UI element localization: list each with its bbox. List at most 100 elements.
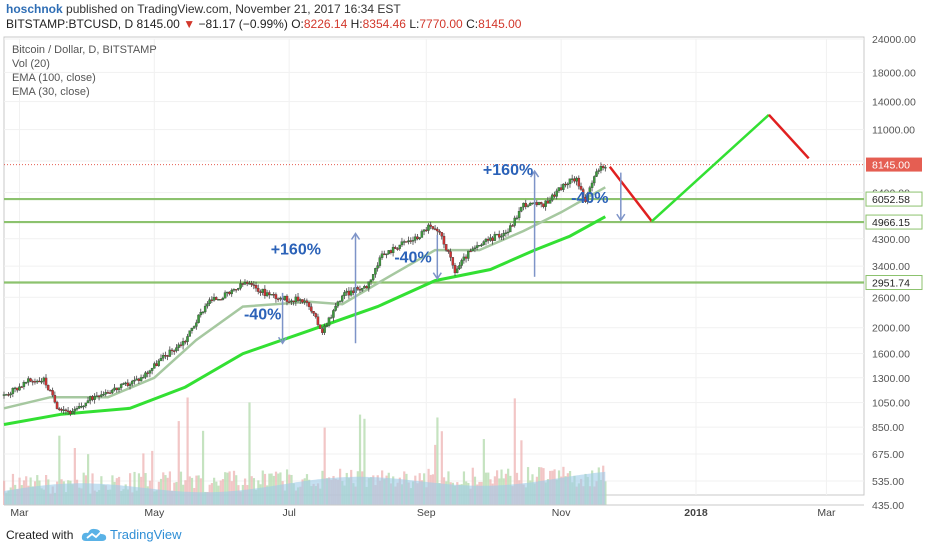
level-label-box <box>865 191 923 207</box>
candle-body <box>33 381 37 383</box>
candle-body <box>573 178 576 182</box>
candle-body <box>367 281 371 289</box>
volume-bar <box>434 444 437 505</box>
candle-body <box>130 380 134 385</box>
candle-body <box>451 257 455 266</box>
candle-body <box>544 200 547 207</box>
candle-body <box>168 349 172 357</box>
projection-rally-line[interactable] <box>650 113 770 223</box>
volume-bar <box>436 417 439 505</box>
candle-body <box>577 177 581 187</box>
candle-body <box>75 408 79 410</box>
candle-body <box>219 299 222 301</box>
candle-body <box>263 288 267 296</box>
x-tick-label: Mar <box>817 507 836 519</box>
projection-drop-line[interactable] <box>608 165 653 223</box>
symbol-label: BITSTAMP:BTCUSD, D <box>6 17 134 31</box>
candle-body <box>49 389 52 392</box>
candle-body <box>212 297 216 301</box>
candle-body <box>239 283 242 289</box>
candle-body <box>553 194 556 197</box>
candle-body <box>155 363 158 366</box>
candle-body <box>385 253 388 256</box>
ema30-line <box>3 186 606 410</box>
legend-ema100: EMA (100, close) <box>12 72 96 84</box>
level-label: 4966.15 <box>872 217 910 229</box>
price-chart[interactable]: +160% -40% -40% +160% -40% 24000.00 18000.00 1… <box>0 35 932 522</box>
candle-body <box>551 194 554 201</box>
candle-body <box>157 360 161 366</box>
candle-body <box>126 382 130 386</box>
candle-body <box>422 229 426 232</box>
volume-bar <box>513 398 516 505</box>
volume-bar <box>179 471 183 505</box>
volume-bar <box>188 476 191 505</box>
candle-body <box>296 296 300 301</box>
level-label-box <box>865 214 923 230</box>
volume-bar <box>142 453 145 505</box>
candle-body <box>9 393 12 396</box>
candle-body <box>287 301 291 303</box>
candle-body <box>188 330 191 337</box>
candle-body <box>436 228 439 232</box>
candle-body <box>298 299 302 301</box>
candle-body <box>599 166 603 171</box>
volume-bar <box>11 473 15 505</box>
candle-body <box>506 231 510 234</box>
candle-body <box>111 389 114 393</box>
candle-body <box>398 244 401 249</box>
candle-body <box>539 202 543 204</box>
candle-body <box>329 317 333 319</box>
candle-body <box>334 305 337 311</box>
projection-correction-line[interactable] <box>767 113 810 160</box>
candle-body <box>175 347 178 352</box>
y-tick-label: 2600.00 <box>872 292 910 304</box>
volume-bar <box>162 472 165 505</box>
candle-body <box>469 250 472 253</box>
candle-body <box>336 301 340 307</box>
volume-bar <box>186 397 189 505</box>
ohlc-header: BITSTAMP:BTCUSD, D 8145.00 ▼ −81.17 (−0.… <box>6 17 521 31</box>
candle-body <box>590 182 594 188</box>
candle-body <box>491 237 494 241</box>
tradingview-brand[interactable]: TradingView <box>110 527 182 542</box>
volume-bar <box>73 448 76 505</box>
y-tick-label: 1600.00 <box>872 349 910 361</box>
candle-body <box>486 238 490 241</box>
candle-body <box>378 257 382 266</box>
x-tick-label: Sep <box>417 507 436 519</box>
candle-body <box>497 233 501 238</box>
level-label: 6052.58 <box>872 194 910 206</box>
volume-ma-area <box>4 471 606 505</box>
candle-body <box>316 316 320 325</box>
candle-body <box>338 301 342 303</box>
candle-body <box>318 324 322 329</box>
candle-body <box>374 268 377 275</box>
candle-body <box>376 265 379 269</box>
candle-body <box>44 377 48 386</box>
candle-body <box>108 392 112 394</box>
candle-body <box>259 291 262 293</box>
up-arrow-head <box>350 232 361 240</box>
candle-body <box>252 284 256 286</box>
candle-body <box>360 288 364 291</box>
volume-bar <box>226 472 229 505</box>
candle-body <box>46 384 50 391</box>
candle-body <box>520 206 523 212</box>
candle-body <box>64 409 68 412</box>
candle-body <box>248 283 251 285</box>
candle-body <box>106 392 110 394</box>
candle-body <box>356 287 359 290</box>
candle-body <box>601 166 605 168</box>
candle-body <box>243 281 247 285</box>
candle-body <box>27 378 30 383</box>
candle-body <box>237 288 240 290</box>
candle-body <box>29 378 32 382</box>
volume-bar <box>168 471 172 505</box>
candle-body <box>343 292 346 297</box>
author-name[interactable]: hoschnok <box>6 2 63 16</box>
candle-body <box>595 171 598 177</box>
candle-body <box>292 300 295 303</box>
volume-bar <box>604 481 607 505</box>
footer: Created with TradingView <box>0 522 932 550</box>
